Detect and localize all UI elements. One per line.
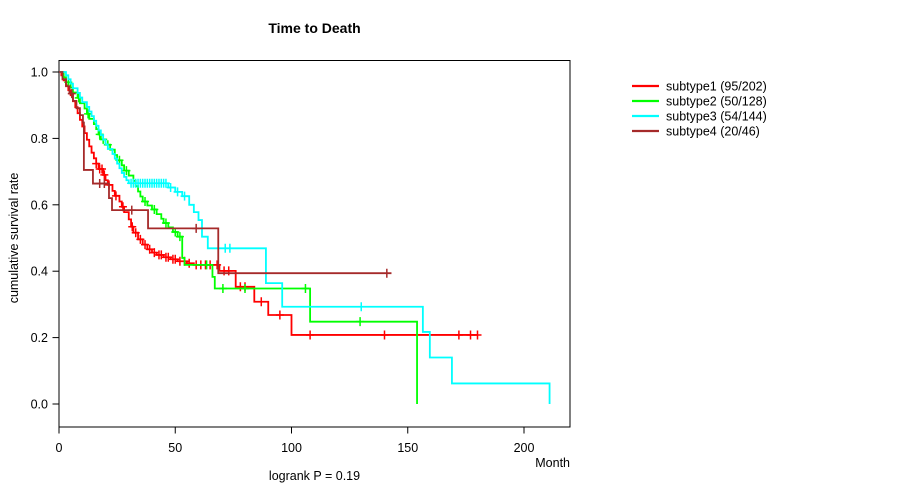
survival-curve-subtype1 [59,71,478,336]
censor-mark-subtype1 [92,159,101,169]
x-tick-label: 150 [397,441,418,455]
x-tick-label: 50 [168,441,182,455]
censor-mark-subtype4 [382,268,391,278]
logrank-pvalue: logrank P = 0.19 [268,469,361,483]
censor-mark-subtype1 [111,191,120,201]
censor-mark-subtype4 [100,179,109,189]
censor-mark-subtype2 [141,196,150,206]
censor-mark-subtype3 [180,191,189,201]
censor-mark-subtype2 [122,166,131,176]
survival-curve-subtype4 [59,71,392,275]
censor-mark-subtype1 [257,297,266,307]
censor-mark-subtype1 [164,252,173,262]
censor-mark-subtype3 [161,178,170,188]
censor-mark-subtype1 [157,250,166,260]
censor-mark-subtype1 [171,254,180,264]
censor-mark-subtype1 [136,234,145,244]
censor-mark-subtype4 [192,223,201,233]
survival-curve-subtype2 [59,71,418,404]
censor-mark-subtype1 [454,330,463,340]
plot-frame [58,60,571,428]
y-tick-label: 0.2 [31,331,48,345]
censor-mark-subtype1 [466,330,475,340]
censor-mark-subtype4 [67,89,76,99]
censor-mark-subtype1 [473,330,482,340]
x-tick-label: 100 [281,441,302,455]
censor-mark-subtype1 [380,330,389,340]
censor-mark-subtype1 [213,260,222,270]
censor-mark-subtype2 [356,317,365,327]
y-tick-label: 0.0 [31,398,48,412]
censor-mark-subtype3 [357,302,366,312]
censor-mark-subtype2 [301,283,310,293]
y-tick-label: 1.0 [31,66,48,80]
legend-label-subtype3: subtype3 (54/144) [666,110,767,124]
x-axis-label: Month [535,456,570,470]
censor-mark-subtype1 [185,258,194,268]
censor-mark-subtype2 [175,232,184,242]
chart-title: Time to Death [268,20,361,36]
y-axis-label: cumulative survival rate [7,172,21,304]
censor-mark-subtype1 [306,330,315,340]
censor-mark-subtype2 [241,283,249,293]
censor-mark-subtype2 [202,260,211,270]
censor-mark-subtype1 [141,240,150,250]
censor-mark-subtype1 [145,244,154,254]
censor-mark-subtype1 [275,310,284,320]
censor-mark-subtype1 [100,170,109,180]
censor-mark-subtype3 [225,243,234,253]
y-tick-label: 0.4 [31,265,48,279]
legend-label-subtype2: subtype2 (50/128) [666,95,767,109]
censor-mark-subtype2 [218,283,227,293]
x-tick-label: 0 [56,441,63,455]
censor-mark-subtype1 [128,222,137,232]
censor-mark-subtype2 [150,204,159,214]
legend-label-subtype1: subtype1 (95/202) [666,80,767,94]
x-tick-label: 200 [514,441,535,455]
censor-mark-subtype1 [98,164,107,174]
censor-mark-subtype1 [131,228,140,238]
censor-mark-subtype1 [150,248,159,258]
legend-label-subtype4: subtype4 (20/46) [666,125,760,139]
survival-curve-subtype3 [59,71,551,404]
censor-mark-subtype2 [161,218,170,228]
y-tick-label: 0.6 [31,198,48,212]
y-tick-label: 0.8 [31,132,48,146]
censor-mark-subtype3 [166,183,175,193]
censor-mark-subtype3 [173,187,182,197]
censor-mark-subtype4 [127,205,136,215]
